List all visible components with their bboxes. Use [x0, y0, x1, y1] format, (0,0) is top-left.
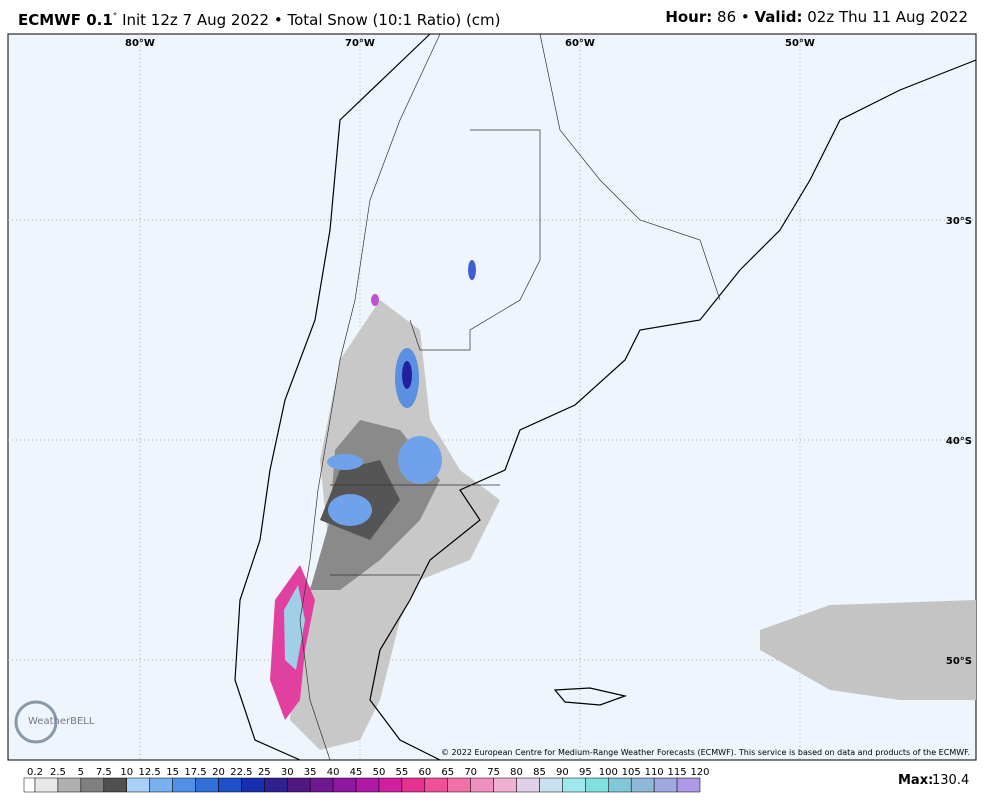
colorbar-label: 110: [645, 767, 664, 778]
coastline: [234, 33, 977, 761]
colorbar-label: 40: [327, 767, 340, 778]
colorbar-box: [401, 777, 426, 793]
header: ECMWF 0.1° Init 12z 7 Aug 2022 • Total S…: [0, 0, 984, 34]
lon-label: 70°W: [345, 38, 375, 49]
colorbar-label: 100: [599, 767, 618, 778]
colorbar-label: 7.5: [96, 767, 112, 778]
colorbar-box: [447, 777, 471, 793]
colorbar-box: [424, 777, 449, 793]
colorbar-box: [172, 777, 196, 793]
colorbar-box: [57, 777, 82, 793]
colorbar-label: 20: [212, 767, 225, 778]
colorbar-box: [218, 777, 242, 793]
colorbar-box: [585, 777, 609, 793]
colorbar: 0.2 2.5 5 7.5 10 12.5 15 17.5 20 22.5 25 30 35 40 45 50…: [23, 767, 710, 793]
colorbar-label: 55: [396, 767, 409, 778]
lat-label: 40°S: [946, 436, 972, 447]
logo: WeatherBELL: [28, 716, 95, 727]
borders: [299, 33, 721, 761]
valid: 02z Thu 11 Aug 2022: [807, 8, 968, 26]
valid-label: Valid:: [754, 8, 803, 26]
colorbar-label: 5: [78, 767, 84, 778]
copyright: © 2022 European Centre for Medium-Range …: [441, 748, 970, 757]
colorbar-box: [34, 777, 59, 793]
colorbar-box: [195, 777, 219, 793]
colorbar-box: [241, 777, 265, 793]
run: Init 12z 7 Aug 2022 • Total Snow (10:1 R…: [122, 11, 501, 29]
degree: °: [112, 12, 118, 22]
colorbar-box: [149, 777, 173, 793]
colorbar-box: [309, 777, 334, 793]
header-right: Hour: 86 • Valid: 02z Thu 11 Aug 2022: [665, 0, 968, 34]
colorbar-label: 35: [304, 767, 317, 778]
colorbar-box: [378, 777, 403, 793]
lat-label: 30°S: [946, 216, 972, 227]
colorbar-label: 10: [120, 767, 133, 778]
lon-label: 80°W: [125, 38, 155, 49]
colorbar-label: 2.5: [50, 767, 66, 778]
lon-label: 50°W: [785, 38, 815, 49]
colorbar-label: 70: [464, 767, 477, 778]
header-left: ECMWF 0.1° Init 12z 7 Aug 2022 • Total S…: [18, 0, 501, 37]
colorbar-box: [470, 777, 494, 793]
colorbar-label: 60: [418, 767, 431, 778]
logo-swirl: [14, 700, 58, 744]
colorbar-box: [653, 777, 678, 793]
colorbar-box: [516, 777, 540, 793]
colorbar-label: 50: [373, 767, 386, 778]
model: ECMWF 0.1: [18, 11, 113, 29]
colorbar-box: [608, 777, 632, 793]
colorbar-label: 80: [510, 767, 523, 778]
colorbar-box: [264, 777, 288, 793]
lat-label: 50°S: [946, 656, 972, 667]
colorbar-box: [676, 777, 701, 793]
colorbar-box: [332, 777, 357, 793]
colorbar-label: 120: [690, 767, 709, 778]
colorbar-box: [286, 777, 311, 793]
colorbar-box: [355, 777, 380, 793]
colorbar-box: [23, 777, 36, 793]
hour-label: Hour:: [665, 8, 713, 26]
colorbar-label: 45: [350, 767, 363, 778]
colorbar-label: 105: [622, 767, 641, 778]
colorbar-box: [80, 777, 105, 793]
colorbar-label: 15: [166, 767, 179, 778]
colorbar-box: [630, 777, 655, 793]
colorbar-label: 30: [281, 767, 294, 778]
colorbar-label: 22.5: [230, 767, 252, 778]
colorbar-box: [493, 777, 517, 793]
colorbar-label: 65: [441, 767, 454, 778]
colorbar-label: 0.2: [27, 767, 43, 778]
max-label: Max:: [898, 773, 933, 788]
colorbar-label: 90: [556, 767, 569, 778]
snow: [270, 260, 976, 750]
colorbar-label: 95: [579, 767, 592, 778]
colorbar-label: 25: [258, 767, 271, 778]
colorbar-box: [126, 777, 150, 793]
colorbar-box: [539, 777, 563, 793]
hour: 86 •: [717, 8, 750, 26]
colorbar-label: 12.5: [139, 767, 161, 778]
lon-label: 60°W: [565, 38, 595, 49]
colorbar-box: [562, 777, 586, 793]
colorbar-label: 115: [668, 767, 687, 778]
max-value: 130.4: [932, 773, 969, 788]
colorbar-label: 75: [487, 767, 500, 778]
colorbar-box: [103, 777, 127, 793]
colorbar-label: 85: [533, 767, 546, 778]
colorbar-label: 17.5: [184, 767, 206, 778]
